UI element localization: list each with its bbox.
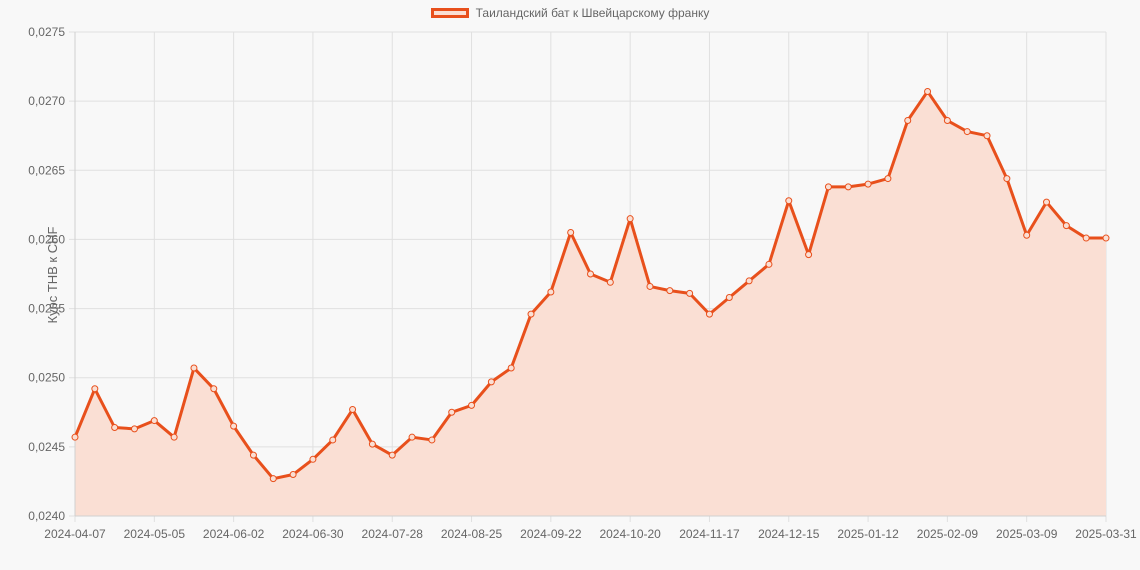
data-point[interactable] xyxy=(269,475,277,483)
data-point[interactable] xyxy=(686,289,694,297)
y-tick-label: 0,0250 xyxy=(28,371,65,385)
data-point[interactable] xyxy=(1023,231,1031,239)
data-point[interactable] xyxy=(1003,175,1011,183)
data-point[interactable] xyxy=(884,175,892,183)
data-point[interactable] xyxy=(646,282,654,290)
data-point[interactable] xyxy=(91,385,99,393)
data-point[interactable] xyxy=(230,422,238,430)
data-point[interactable] xyxy=(130,425,138,433)
data-point[interactable] xyxy=(626,215,634,223)
data-point[interactable] xyxy=(349,406,357,414)
data-point[interactable] xyxy=(844,183,852,191)
area-fill xyxy=(75,91,1106,516)
data-point[interactable] xyxy=(805,251,813,259)
data-point[interactable] xyxy=(1082,234,1090,242)
data-point[interactable] xyxy=(606,278,614,286)
data-point[interactable] xyxy=(527,310,535,318)
data-point[interactable] xyxy=(983,132,991,140)
x-tick-label: 2024-04-07 xyxy=(44,527,106,541)
x-tick-label: 2025-02-09 xyxy=(917,527,979,541)
data-point[interactable] xyxy=(170,433,178,441)
x-tick-label: 2024-09-22 xyxy=(520,527,582,541)
legend-label[interactable]: Таиландский бат к Швейцарскому франку xyxy=(475,6,710,20)
y-tick-label: 0,0275 xyxy=(28,25,65,39)
data-point[interactable] xyxy=(943,117,951,125)
y-tick-label: 0,0240 xyxy=(28,509,65,523)
data-point[interactable] xyxy=(824,183,832,191)
data-point[interactable] xyxy=(111,423,119,431)
data-point[interactable] xyxy=(368,440,376,448)
legend[interactable]: Таиландский бат к Швейцарскому франку xyxy=(0,6,1140,20)
data-point[interactable] xyxy=(249,451,257,459)
data-point[interactable] xyxy=(210,385,218,393)
x-tick-label: 2024-07-28 xyxy=(362,527,424,541)
y-tick-label: 0,0245 xyxy=(28,440,65,454)
data-point[interactable] xyxy=(963,128,971,136)
data-point[interactable] xyxy=(289,471,297,479)
x-tick-label: 2024-06-30 xyxy=(282,527,344,541)
x-tick-label: 2024-10-20 xyxy=(599,527,661,541)
data-point[interactable] xyxy=(408,433,416,441)
data-point[interactable] xyxy=(71,433,79,441)
y-tick-label: 0,0270 xyxy=(28,94,65,108)
data-point[interactable] xyxy=(864,180,872,188)
data-point[interactable] xyxy=(547,288,555,296)
x-tick-label: 2024-12-15 xyxy=(758,527,820,541)
data-point[interactable] xyxy=(745,277,753,285)
data-point[interactable] xyxy=(428,436,436,444)
x-tick-label: 2025-03-09 xyxy=(996,527,1058,541)
data-point[interactable] xyxy=(924,87,932,95)
data-point[interactable] xyxy=(785,197,793,205)
data-point[interactable] xyxy=(448,408,456,416)
data-point[interactable] xyxy=(705,310,713,318)
data-point[interactable] xyxy=(487,378,495,386)
data-point[interactable] xyxy=(190,364,198,372)
x-tick-label: 2025-01-12 xyxy=(837,527,899,541)
data-point[interactable] xyxy=(309,455,317,463)
data-point[interactable] xyxy=(567,229,575,237)
x-tick-label: 2024-08-25 xyxy=(441,527,503,541)
y-tick-label: 0,0265 xyxy=(28,163,65,177)
data-point[interactable] xyxy=(150,417,158,425)
x-tick-label: 2024-05-05 xyxy=(124,527,186,541)
data-point[interactable] xyxy=(507,364,515,372)
data-point[interactable] xyxy=(1062,222,1070,230)
data-point[interactable] xyxy=(765,260,773,268)
data-point[interactable] xyxy=(468,401,476,409)
x-tick-label: 2025-03-31 xyxy=(1075,527,1137,541)
legend-swatch-icon[interactable] xyxy=(430,8,469,18)
data-point[interactable] xyxy=(329,436,337,444)
y-tick-label: 0,0255 xyxy=(28,302,65,316)
x-tick-label: 2024-11-17 xyxy=(679,527,740,541)
y-tick-label: 0,0260 xyxy=(28,232,65,246)
data-point[interactable] xyxy=(666,287,674,295)
data-point[interactable] xyxy=(388,451,396,459)
data-point[interactable] xyxy=(725,294,733,302)
x-tick-label: 2024-06-02 xyxy=(203,527,265,541)
data-point[interactable] xyxy=(587,270,594,278)
data-point[interactable] xyxy=(1043,198,1051,206)
data-point[interactable] xyxy=(904,117,912,125)
data-point[interactable] xyxy=(1102,234,1110,242)
